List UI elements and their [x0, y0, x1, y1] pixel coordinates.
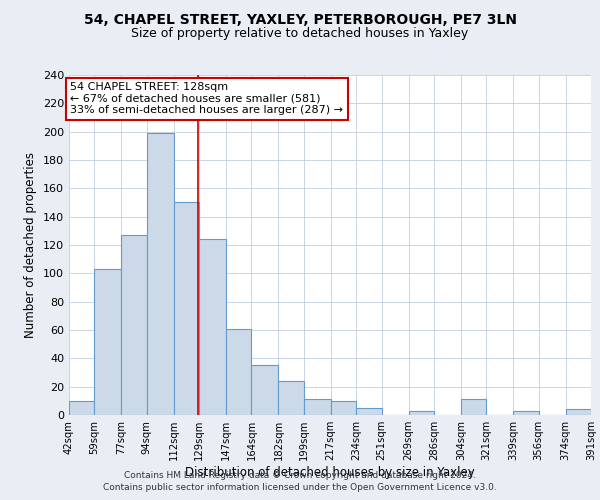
- Bar: [251, 366, 278, 415]
- Bar: [566, 410, 591, 415]
- Bar: [226, 328, 251, 415]
- Y-axis label: Number of detached properties: Number of detached properties: [25, 152, 37, 338]
- Text: 54, CHAPEL STREET, YAXLEY, PETERBOROUGH, PE7 3LN: 54, CHAPEL STREET, YAXLEY, PETERBOROUGH,…: [83, 12, 517, 26]
- Bar: [69, 401, 94, 415]
- Bar: [356, 408, 382, 415]
- Text: 54 CHAPEL STREET: 128sqm
← 67% of detached houses are smaller (581)
33% of semi-: 54 CHAPEL STREET: 128sqm ← 67% of detach…: [70, 82, 343, 116]
- Text: Size of property relative to detached houses in Yaxley: Size of property relative to detached ho…: [131, 28, 469, 40]
- Bar: [461, 400, 487, 415]
- Bar: [513, 411, 539, 415]
- Bar: [278, 381, 304, 415]
- Bar: [121, 235, 147, 415]
- Bar: [331, 401, 356, 415]
- X-axis label: Distribution of detached houses by size in Yaxley: Distribution of detached houses by size …: [185, 466, 475, 479]
- Bar: [94, 269, 121, 415]
- Bar: [409, 411, 434, 415]
- Text: Contains HM Land Registry data © Crown copyright and database right 2024.: Contains HM Land Registry data © Crown c…: [124, 471, 476, 480]
- Text: Contains public sector information licensed under the Open Government Licence v3: Contains public sector information licen…: [103, 484, 497, 492]
- Bar: [304, 400, 331, 415]
- Bar: [147, 133, 173, 415]
- Bar: [199, 240, 226, 415]
- Bar: [173, 202, 199, 415]
